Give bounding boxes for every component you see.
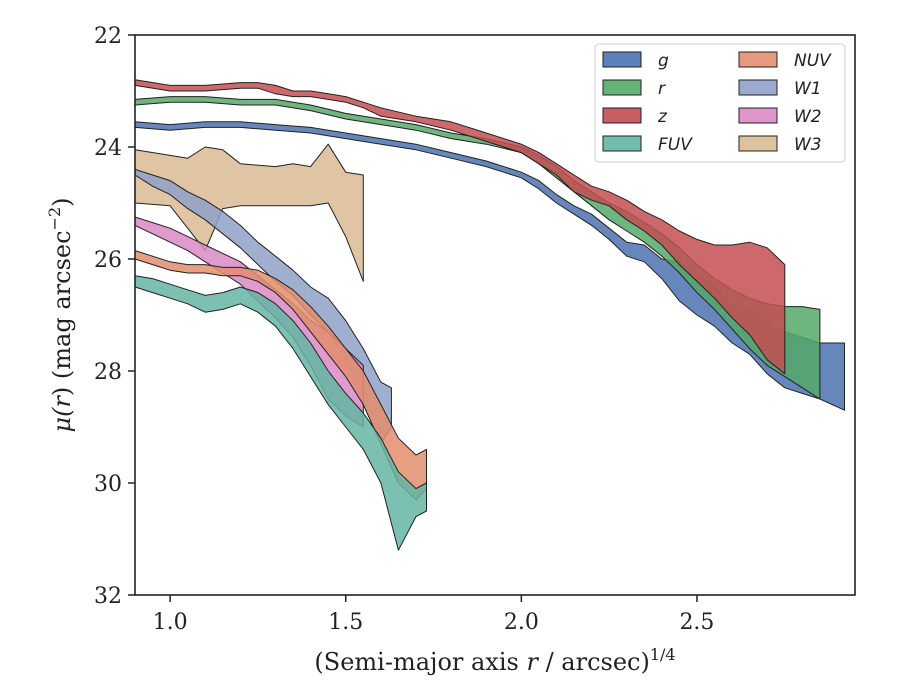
y-tick-label: 32 [94, 584, 122, 609]
legend-swatch-w2 [738, 107, 778, 124]
y-tick-label: 30 [94, 472, 122, 497]
band-w3 [134, 143, 364, 282]
legend-label-r: r [658, 79, 666, 99]
x-tick-label: 2.0 [504, 610, 539, 635]
legend-swatch-r [602, 79, 642, 96]
legend-label-g: g [658, 51, 669, 71]
legend-box [594, 43, 846, 163]
legend-swatch-w1 [738, 79, 778, 96]
legend-swatch-fuv [602, 135, 642, 152]
legend-label-fuv: FUV [658, 135, 693, 155]
y-tick-label: 22 [94, 24, 122, 49]
x-axis-label: (Semi-major axis r / arcsec)1/4 [314, 645, 675, 676]
legend-swatch-w3 [738, 135, 778, 152]
legend-label-nuv: NUV [794, 51, 832, 71]
plot-frame [134, 34, 856, 596]
legend-label-w1: W1 [794, 79, 822, 99]
legend-swatch-nuv [738, 51, 778, 68]
band-fuv [134, 275, 427, 551]
band-z [134, 79, 786, 375]
tick-layer: 1.0 1.5 2.0 2.5 22 24 26 28 30 32 [94, 24, 714, 635]
band-layer [134, 79, 845, 551]
x-tick-label: 2.5 [679, 610, 714, 635]
legend-label-z: z [657, 107, 668, 127]
legend-swatch-z [602, 107, 642, 124]
x-tick-label: 1.0 [153, 610, 188, 635]
legend: grz FUV NUV W1 W2 W3 [594, 43, 846, 163]
y-tick-label: 28 [94, 360, 122, 385]
band-g [134, 121, 845, 411]
legend-label-w2: W2 [794, 107, 822, 127]
x-tick-label: 1.5 [328, 610, 363, 635]
legend-swatch-g [602, 51, 642, 68]
y-tick-label: 26 [94, 248, 122, 273]
y-axis-label: μ(r) (mag arcsec−2) [45, 197, 76, 432]
legend-label-w3: W3 [794, 135, 822, 155]
y-tick-label: 24 [94, 136, 122, 161]
